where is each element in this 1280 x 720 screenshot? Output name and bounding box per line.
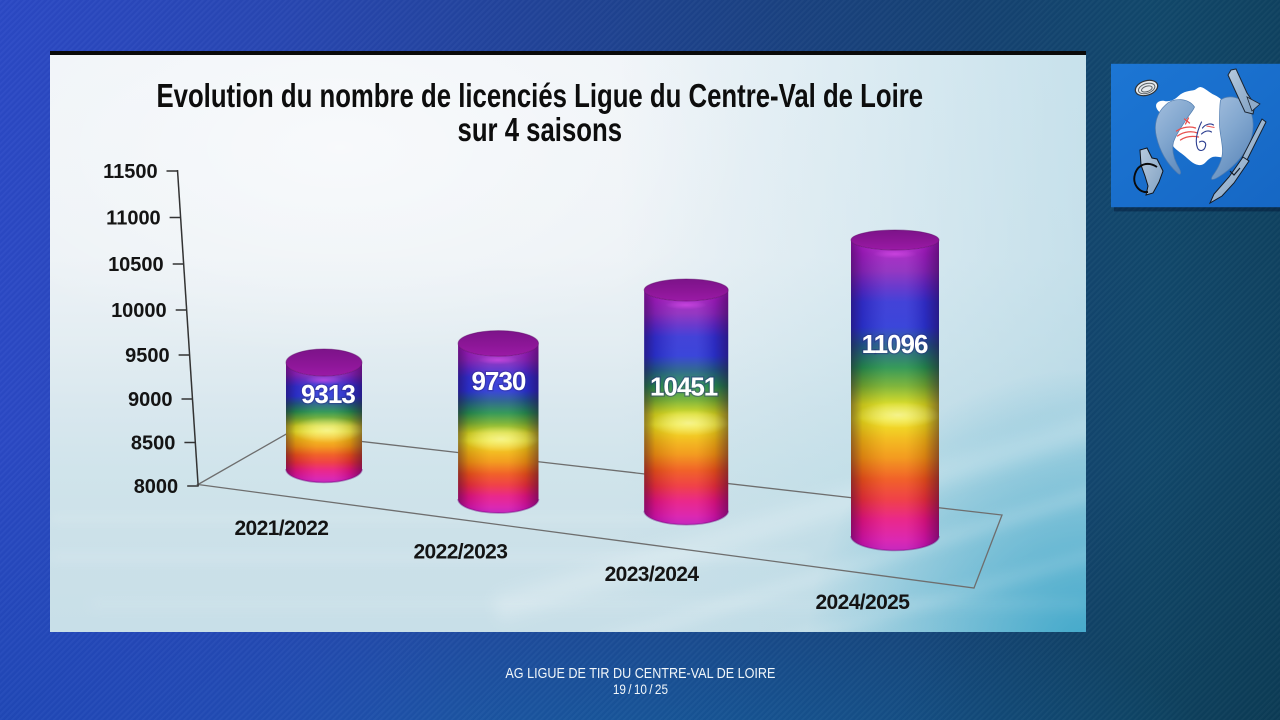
svg-text:2022/2023: 2022/2023 [413, 540, 507, 563]
svg-text:11500: 11500 [103, 161, 158, 183]
svg-text:9313: 9313 [301, 379, 355, 409]
svg-text:9000: 9000 [128, 389, 173, 411]
svg-text:11096: 11096 [862, 329, 928, 359]
svg-text:11000: 11000 [106, 208, 161, 230]
svg-text:2023/2024: 2023/2024 [605, 563, 700, 586]
svg-text:9730: 9730 [471, 366, 525, 396]
svg-text:10451: 10451 [650, 372, 718, 402]
svg-text:2021/2022: 2021/2022 [234, 517, 328, 540]
svg-text:9500: 9500 [125, 345, 170, 367]
svg-text:10000: 10000 [111, 300, 167, 322]
svg-text:8500: 8500 [131, 433, 176, 455]
svg-text:10500: 10500 [108, 254, 164, 276]
svg-text:2024/2025: 2024/2025 [815, 591, 910, 614]
svg-text:8000: 8000 [134, 476, 179, 498]
